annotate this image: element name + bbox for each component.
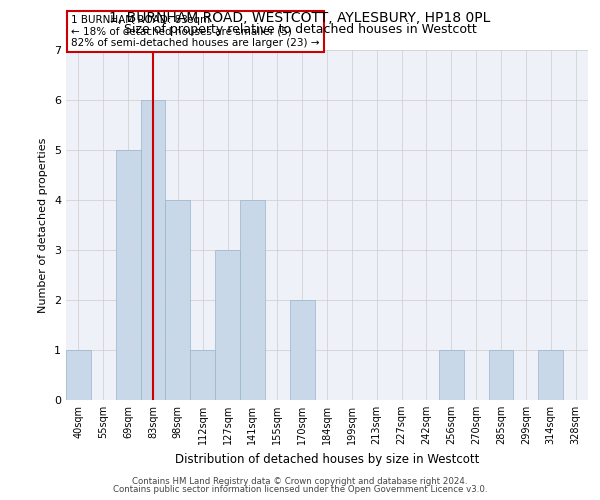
Bar: [140, 100, 166, 400]
Bar: [439, 350, 464, 400]
Bar: [488, 350, 514, 400]
Bar: [66, 350, 91, 400]
Bar: [166, 200, 190, 400]
Y-axis label: Number of detached properties: Number of detached properties: [38, 138, 49, 312]
Text: Contains HM Land Registry data © Crown copyright and database right 2024.: Contains HM Land Registry data © Crown c…: [132, 477, 468, 486]
Text: Contains public sector information licensed under the Open Government Licence v3: Contains public sector information licen…: [113, 485, 487, 494]
Text: Size of property relative to detached houses in Westcott: Size of property relative to detached ho…: [124, 22, 476, 36]
Bar: [190, 350, 215, 400]
Bar: [215, 250, 240, 400]
Text: 1 BURNHAM ROAD: 83sqm
← 18% of detached houses are smaller (5)
82% of semi-detac: 1 BURNHAM ROAD: 83sqm ← 18% of detached …: [71, 15, 320, 48]
Bar: [116, 150, 140, 400]
Bar: [240, 200, 265, 400]
Bar: [290, 300, 314, 400]
Bar: [538, 350, 563, 400]
Text: 1, BURNHAM ROAD, WESTCOTT, AYLESBURY, HP18 0PL: 1, BURNHAM ROAD, WESTCOTT, AYLESBURY, HP…: [109, 11, 491, 25]
X-axis label: Distribution of detached houses by size in Westcott: Distribution of detached houses by size …: [175, 452, 479, 466]
